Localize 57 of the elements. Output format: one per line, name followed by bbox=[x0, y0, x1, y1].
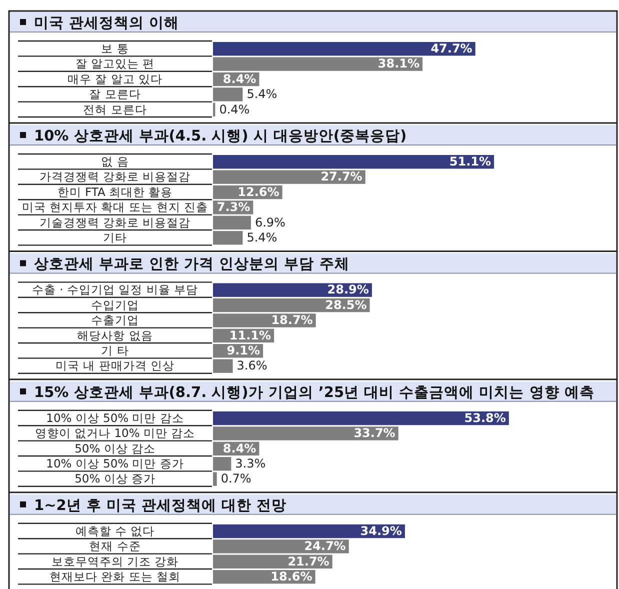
data-label: 0.4% bbox=[219, 102, 250, 116]
y-tick-label: 보호무역주의 기조 강화 bbox=[51, 554, 179, 568]
data-label: 27.7% bbox=[320, 170, 362, 184]
data-label: 18.6% bbox=[270, 570, 312, 584]
y-tick-label: 수출기업 bbox=[91, 313, 139, 328]
y-tick-label: 기타 bbox=[103, 230, 127, 244]
data-label: 8.4% bbox=[222, 441, 256, 456]
data-label: 6.9% bbox=[254, 215, 286, 230]
data-label: 24.7% bbox=[304, 539, 346, 554]
data-label: 28.5% bbox=[325, 298, 367, 312]
y-tick-label: 가격경쟁력 강화로 비용절감 bbox=[39, 170, 191, 184]
y-tick-label: 수입기업 bbox=[91, 298, 139, 312]
data-label: 21.7% bbox=[288, 554, 330, 568]
y-tick-label: 수출 · 수입기업 일정 비율 부담 bbox=[32, 282, 198, 297]
data-label: 18.7% bbox=[271, 313, 313, 328]
data-label: 8.4% bbox=[222, 72, 256, 86]
y-tick-label: 10% 이상 50% 미만 감소 bbox=[46, 410, 184, 425]
data-label: 53.8% bbox=[464, 410, 506, 425]
y-tick-label: 기술경쟁력 강화로 비용절감 bbox=[39, 215, 191, 230]
data-label: 3.3% bbox=[235, 456, 266, 470]
data-label: 9.1% bbox=[226, 344, 260, 358]
y-tick-label: 미국 내 판매가격 인상 bbox=[56, 358, 174, 373]
data-label: 12.6% bbox=[238, 184, 280, 199]
data-label: 11.1% bbox=[229, 328, 272, 342]
chart-title: 1~2년 후 미국 관세정책에 대한 전망 bbox=[34, 498, 287, 514]
y-tick-label: 잘 모른다 bbox=[89, 87, 141, 102]
data-label: 51.1% bbox=[449, 154, 492, 168]
chart-title: 미국 관세정책의 이해 bbox=[34, 16, 180, 32]
y-tick-label: 매우 잘 알고 있다 bbox=[68, 72, 162, 86]
y-tick-label: 없 음 bbox=[101, 154, 129, 168]
data-label: 28.9% bbox=[327, 282, 369, 297]
y-tick-label: 50% 이상 감소 bbox=[74, 441, 156, 456]
y-tick-label: 해당사항 없음 bbox=[77, 328, 153, 342]
y-tick-label: 잘 알고있는 편 bbox=[75, 56, 155, 71]
y-tick-label: 현재 수준 bbox=[89, 539, 141, 554]
y-tick-label: 현재보다 완화 또는 철회 bbox=[50, 570, 180, 584]
data-label: 33.7% bbox=[354, 426, 396, 440]
chart-title: 10% 상호관세 부과(4.5. 시행) 시 대응방안(중복응답) bbox=[34, 128, 407, 144]
chart-title: 상호관세 부과로 인한 가격 인상분의 부담 주체 bbox=[34, 256, 350, 273]
data-label: 38.1% bbox=[378, 56, 420, 71]
chart-title: 15% 상호관세 부과(8.7. 시행)가 기업의 ’25년 대비 수출금액에 미치는 영향 예측 bbox=[34, 384, 594, 401]
data-label: 5.4% bbox=[246, 87, 278, 102]
data-label: 34.9% bbox=[360, 524, 402, 538]
y-tick-label: 전혀 모른다 bbox=[83, 102, 147, 116]
y-tick-label: 예측할 수 없다 bbox=[75, 524, 155, 538]
data-label: 47.7% bbox=[430, 42, 472, 56]
y-tick-label: 50% 이상 증가 bbox=[74, 472, 156, 486]
y-tick-label: 기 타 bbox=[101, 344, 129, 358]
y-tick-label: 영향이 없거나 10% 미만 감소 bbox=[34, 426, 196, 440]
y-tick-label: 미국 현지투자 확대 또는 현지 진출 bbox=[22, 200, 208, 214]
y-tick-label: 10% 이상 50% 미만 증가 bbox=[46, 456, 184, 470]
y-tick-label: 한미 FTA 최대한 활용 bbox=[57, 184, 173, 199]
data-label: 0.7% bbox=[220, 472, 252, 486]
data-label: 3.6% bbox=[236, 358, 268, 373]
data-label: 5.4% bbox=[246, 230, 278, 244]
y-tick-label: 보 통 bbox=[101, 42, 129, 56]
data-label: 7.3% bbox=[216, 200, 250, 214]
